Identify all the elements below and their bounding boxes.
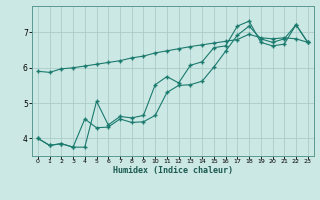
- X-axis label: Humidex (Indice chaleur): Humidex (Indice chaleur): [113, 166, 233, 175]
